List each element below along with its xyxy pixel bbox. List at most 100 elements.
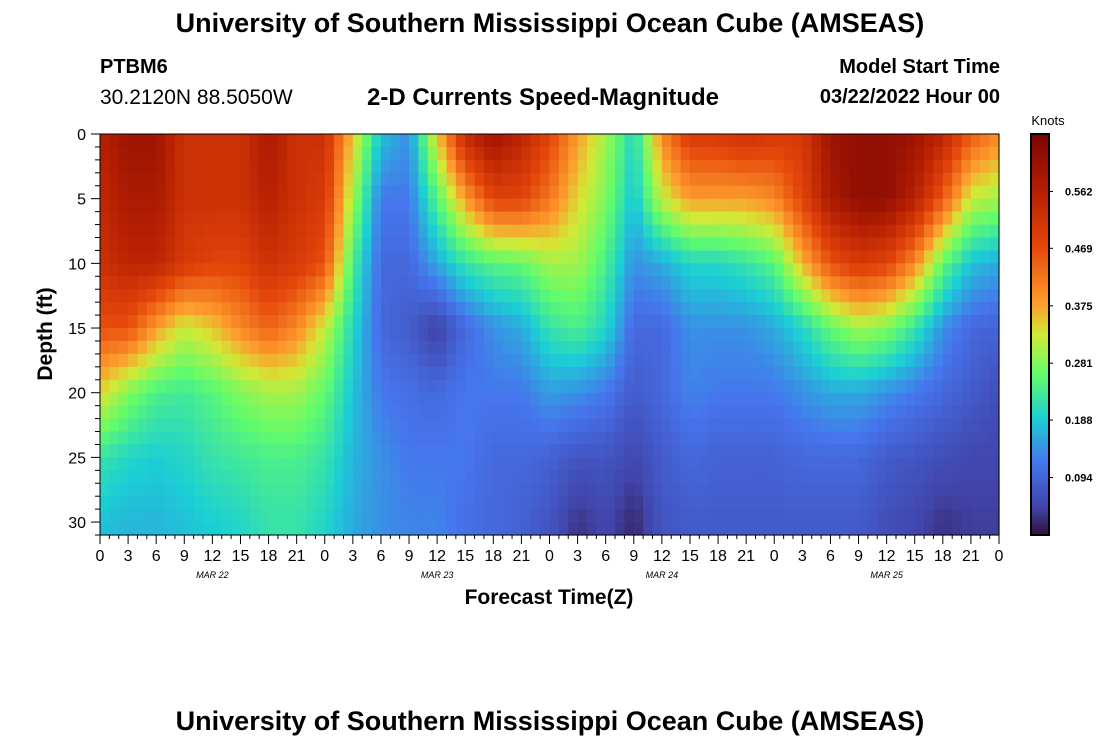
- heatmap-cell: [315, 172, 326, 187]
- heatmap-cell: [100, 146, 110, 161]
- heatmap-cell: [849, 146, 860, 161]
- heatmap-cell: [895, 392, 906, 407]
- heatmap-cell: [409, 302, 419, 316]
- heatmap-cell: [118, 522, 129, 536]
- heatmap-cell: [802, 522, 813, 536]
- heatmap-cell: [240, 250, 251, 264]
- heatmap-cell: [483, 483, 494, 497]
- heatmap-cell: [203, 146, 213, 161]
- heatmap-cell: [502, 366, 513, 381]
- heatmap-cell: [568, 418, 579, 433]
- heatmap-cell: [699, 302, 710, 316]
- heatmap-cell: [605, 159, 616, 174]
- heatmap-cell: [764, 237, 775, 252]
- x-tick-label: 9: [854, 548, 863, 565]
- heatmap-cell: [811, 172, 822, 187]
- heatmap-cell: [652, 340, 663, 355]
- heatmap-cell: [296, 509, 307, 523]
- heatmap-cell: [474, 496, 485, 510]
- heatmap-cell: [409, 418, 419, 433]
- heatmap-cell: [989, 185, 1000, 200]
- heatmap-cell: [137, 366, 148, 381]
- heatmap-cell: [100, 470, 110, 484]
- heatmap-cell: [624, 418, 635, 433]
- heatmap-cell: [315, 159, 326, 174]
- heatmap-cell: [671, 198, 682, 213]
- heatmap-cell: [100, 315, 110, 329]
- heatmap-cell: [736, 444, 747, 458]
- heatmap-cell: [549, 392, 560, 407]
- heatmap-cell: [867, 392, 878, 407]
- heatmap-cell: [231, 315, 242, 329]
- heatmap-cell: [156, 483, 167, 497]
- y-tick-label: 0: [77, 127, 86, 144]
- heatmap-cell: [493, 198, 504, 213]
- heatmap-cell: [568, 444, 579, 458]
- heatmap-cell: [774, 444, 785, 458]
- heatmap-cell: [886, 211, 897, 226]
- heatmap-cell: [961, 366, 972, 381]
- heatmap-cell: [905, 224, 916, 239]
- heatmap-cell: [268, 340, 279, 355]
- heatmap-cell: [221, 496, 232, 510]
- heatmap-cell: [718, 379, 729, 394]
- heatmap-cell: [380, 289, 391, 303]
- heatmap-cell: [521, 263, 532, 277]
- heatmap-cell: [821, 353, 832, 368]
- heatmap-cell: [708, 470, 719, 484]
- heatmap-cell: [380, 250, 391, 264]
- heatmap-cell: [633, 522, 644, 536]
- heatmap-cell: [277, 159, 288, 174]
- heatmap-cell: [783, 457, 794, 471]
- heatmap-cell: [240, 444, 251, 458]
- heatmap-cell: [174, 198, 185, 213]
- heatmap-cell: [493, 224, 504, 239]
- heatmap-cell: [615, 263, 626, 277]
- heatmap-cell: [390, 392, 401, 407]
- x-axis-label: Forecast Time(Z): [465, 586, 634, 609]
- heatmap-cell: [961, 276, 972, 290]
- heatmap-cell: [352, 134, 363, 148]
- heatmap-cell: [792, 211, 803, 226]
- heatmap-cell: [418, 198, 429, 213]
- heatmap-cell: [418, 418, 429, 433]
- heatmap-cell: [830, 366, 841, 381]
- heatmap-cell: [259, 379, 270, 394]
- heatmap-cell: [512, 405, 523, 420]
- heatmap-cell: [886, 302, 897, 316]
- heatmap-cell: [249, 224, 260, 239]
- heatmap-cell: [802, 418, 813, 433]
- heatmap-cell: [156, 444, 167, 458]
- heatmap-cell: [165, 405, 176, 420]
- heatmap-cell: [736, 198, 747, 213]
- heatmap-cell: [221, 315, 232, 329]
- heatmap-cell: [895, 353, 906, 368]
- heatmap-cell: [437, 328, 448, 342]
- heatmap-cell: [512, 237, 523, 252]
- heatmap-cell: [165, 250, 176, 264]
- heatmap-cell: [718, 340, 729, 355]
- heatmap-cell: [380, 134, 391, 148]
- heatmap-cell: [118, 315, 129, 329]
- heatmap-cell: [727, 457, 738, 471]
- heatmap-cell: [455, 328, 466, 342]
- heatmap-cell: [249, 509, 260, 523]
- heatmap-cell: [661, 496, 672, 510]
- heatmap-cell: [315, 405, 326, 420]
- heatmap-cell: [577, 146, 588, 161]
- heatmap-cell: [512, 470, 523, 484]
- heatmap-cell: [746, 405, 757, 420]
- heatmap-cell: [895, 522, 906, 536]
- heatmap-cell: [877, 522, 888, 536]
- heatmap-cell: [165, 509, 176, 523]
- heatmap-cell: [380, 276, 391, 290]
- heatmap-cell: [371, 250, 382, 264]
- heatmap-cell: [362, 405, 373, 420]
- heatmap-cell: [577, 444, 588, 458]
- heatmap-cell: [624, 250, 635, 264]
- heatmap-cell: [849, 185, 860, 200]
- x-tick-label: 6: [376, 548, 385, 565]
- heatmap-cell: [118, 340, 129, 355]
- heatmap-cell: [530, 444, 541, 458]
- heatmap-cell: [821, 211, 832, 226]
